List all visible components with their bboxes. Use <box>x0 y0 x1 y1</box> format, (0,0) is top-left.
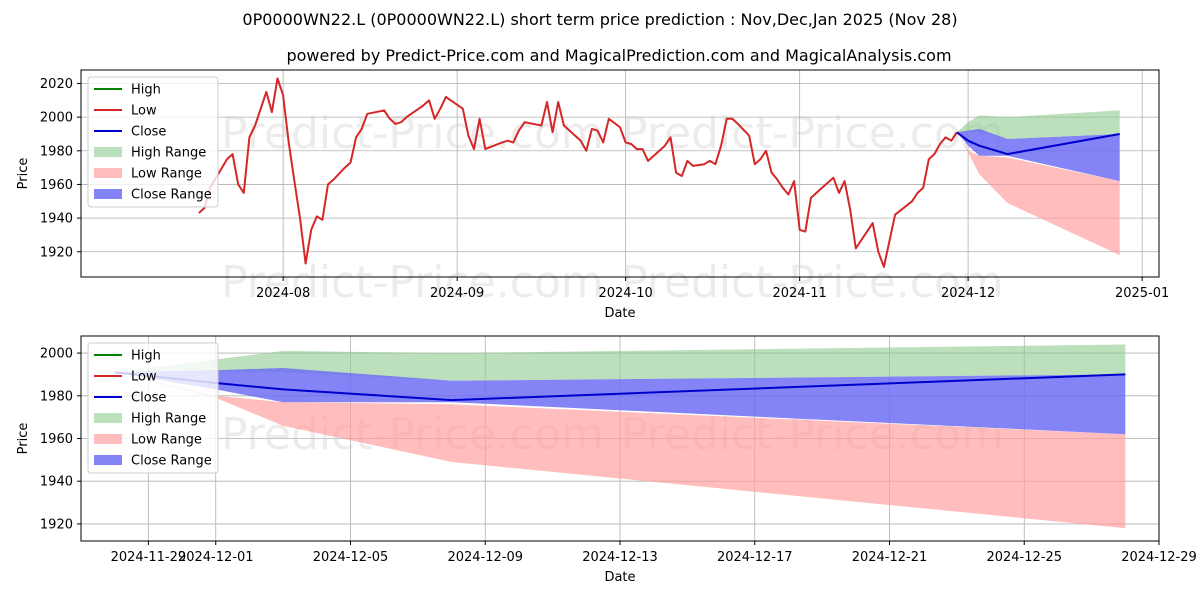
legend-label: Close <box>131 125 166 140</box>
watermark: Predict-Price.com <box>621 108 1004 159</box>
y-tick-label: 1920 <box>40 517 73 532</box>
legend-label: Low <box>131 370 157 385</box>
legend-swatch <box>94 168 122 178</box>
plot-area <box>114 344 1126 529</box>
legend-swatch <box>94 434 122 444</box>
y-tick-label: 1920 <box>40 245 73 260</box>
chart-subtitle: powered by Predict-Price.com and Magical… <box>286 46 951 65</box>
legend-label: Close Range <box>131 188 212 203</box>
high-range-band <box>956 110 1120 139</box>
legend-swatch <box>94 147 122 157</box>
legend-label: Low <box>131 104 157 119</box>
x-tick-label: 2024-10 <box>598 286 652 301</box>
y-axis-label: Price <box>16 158 31 190</box>
legend: High Low Close High Range Low Range Close Ran… <box>87 342 219 474</box>
legend: High Low Close High Range Low Range Close Ran… <box>87 76 219 208</box>
x-tick-label: 2024-11-29 <box>111 550 187 565</box>
plot-frame <box>80 69 1160 278</box>
x-tick-label: 2024-12-25 <box>986 550 1062 565</box>
low-line <box>198 77 958 268</box>
y-tick-label: 2020 <box>40 77 73 92</box>
legend-label: Close <box>131 391 166 406</box>
legend-label: High Range <box>131 146 206 161</box>
x-tick-label: 2024-12 <box>941 286 995 301</box>
x-tick-label: 2024-09 <box>430 286 484 301</box>
watermark: Predict-Price.com <box>221 108 604 159</box>
legend-label: Low Range <box>131 433 202 448</box>
x-axis-label: Date <box>604 570 635 585</box>
x-tick-label: 2024-08 <box>256 286 310 301</box>
chart-title: 0P0000WN22.L (0P0000WN22.L) short term p… <box>242 10 957 29</box>
legend-label: High <box>131 349 161 364</box>
gridlines <box>81 70 1159 277</box>
x-tick-label: 2025-01 <box>1115 286 1169 301</box>
y-tick-label: 2000 <box>40 347 73 362</box>
y-tick-label: 1960 <box>40 178 73 193</box>
x-tick-label: 2024-11 <box>773 286 827 301</box>
x-tick-label: 2024-12-05 <box>313 550 389 565</box>
legend-label: Close Range <box>131 454 212 469</box>
low-range-band <box>114 372 1126 529</box>
y-tick-label: 1940 <box>40 475 73 490</box>
y-tick-label: 1960 <box>40 432 73 447</box>
low-range-band <box>956 132 1120 256</box>
y-axis-label: Price <box>16 423 31 455</box>
chart-panel-2: Predict-Price.comPredict-Price.com192019… <box>16 335 1197 585</box>
y-tick-label: 1980 <box>40 144 73 159</box>
y-tick-label: 2000 <box>40 111 73 126</box>
high-range-band <box>114 344 1126 381</box>
x-axis-label: Date <box>604 306 635 321</box>
legend-label: High <box>131 83 161 98</box>
legend-label: High Range <box>131 412 206 427</box>
x-tick-label: 2024-12-13 <box>582 550 658 565</box>
y-tick-label: 1980 <box>40 389 73 404</box>
y-tick-label: 1940 <box>40 212 73 227</box>
x-tick-label: 2024-12-17 <box>717 550 793 565</box>
x-tick-label: 2024-12-21 <box>852 550 928 565</box>
x-tick-label: 2024-12-01 <box>178 550 254 565</box>
legend-swatch <box>94 455 122 465</box>
close-forecast-line <box>956 131 1120 156</box>
x-tick-label: 2024-12-09 <box>447 550 523 565</box>
watermark: Predict-Price.com <box>221 257 604 308</box>
plot-area <box>198 77 1120 268</box>
x-tick-label: 2024-12-29 <box>1121 550 1197 565</box>
chart-panel-1: Predict-Price.com Predict-Price.com Predic… <box>16 69 1169 321</box>
legend-label: Low Range <box>131 167 202 182</box>
watermark: Predict-Price.com <box>621 257 1004 308</box>
legend-swatch <box>94 413 122 423</box>
watermark-group: Predict-Price.com Predict-Price.com Predic… <box>221 108 1004 308</box>
legend-swatch <box>94 189 122 199</box>
